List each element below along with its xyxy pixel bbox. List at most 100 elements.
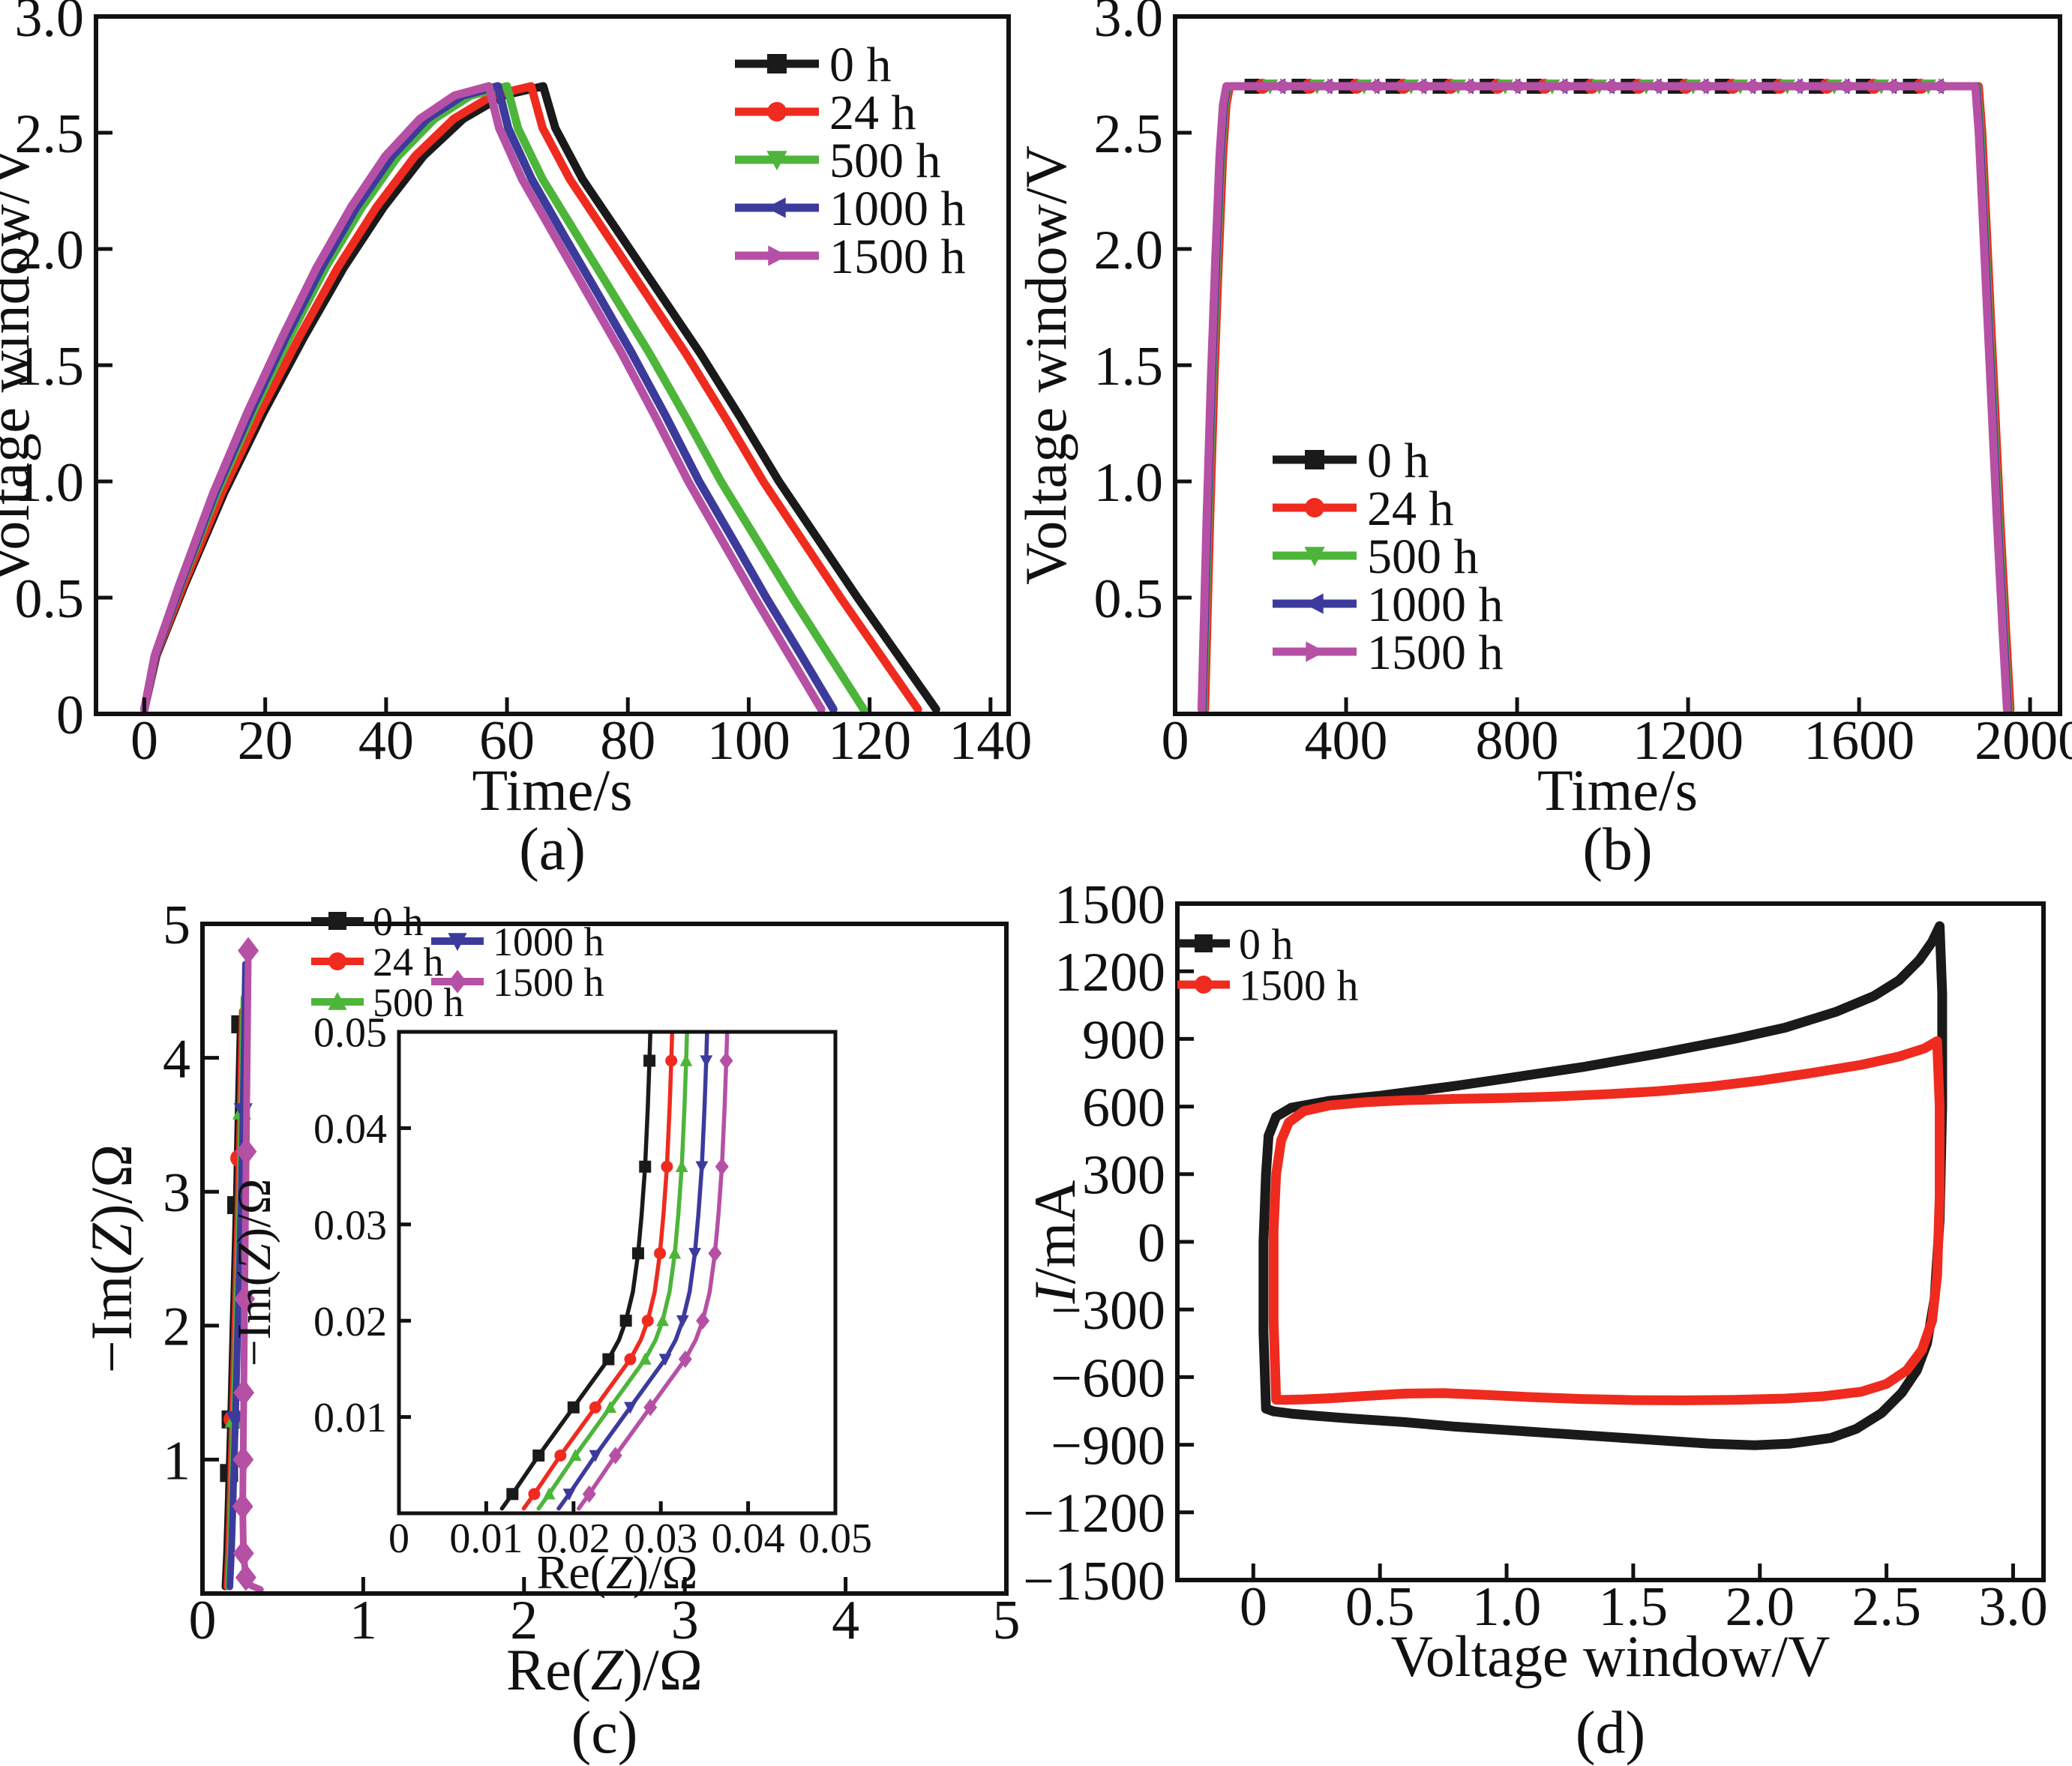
marker-tri-right (1468, 78, 1484, 94)
y-tick-label: 1 (163, 1430, 190, 1492)
y-tick-label: 1200 (1054, 942, 1165, 1003)
x-axis-label: Time/s (1537, 757, 1698, 823)
marker-diamond (715, 1158, 729, 1176)
y-tick-label: 2.5 (15, 103, 85, 165)
marker-tri-down (766, 151, 787, 171)
series-a-24 h (139, 82, 922, 714)
x-tick-label: 1.5 (1599, 1576, 1669, 1638)
y-tick-label: 3 (163, 1162, 190, 1224)
x-tick-label: 60 (479, 710, 535, 772)
marker-square (602, 1353, 615, 1366)
y-tick-label: 2.0 (15, 220, 85, 281)
legend-label: 1500 h (1367, 625, 1504, 680)
y-tick-label: −1200 (1023, 1483, 1165, 1545)
x-tick-label: 100 (707, 710, 790, 772)
marker-circle (665, 1054, 678, 1067)
series-b-500 h (1199, 82, 2014, 714)
axes-box (1173, 14, 2062, 716)
y-tick-label: 2.5 (1094, 103, 1164, 165)
panel-d: 0 0.5 1.0 1.5 2.0 2.5 3.0 −1500−1200−900 −600−30… (1022, 874, 2048, 1766)
x-tick-label: 1.0 (1472, 1576, 1542, 1638)
legend-label: 24 h (1367, 481, 1454, 536)
legend-label: 1000 h (493, 919, 604, 964)
x-tick-label: 0.02 (537, 1516, 610, 1562)
x-tick-label: 2 (510, 1590, 538, 1651)
legend-label: 0 h (829, 37, 892, 92)
x-tick-label: 80 (600, 710, 655, 772)
marker-tri-right (1703, 78, 1719, 94)
marker-tri-up (668, 1246, 682, 1259)
series-a-1500 h (139, 82, 826, 714)
panel-sublabel: (c) (571, 1700, 638, 1766)
marker-diamond (708, 1244, 722, 1263)
marker-diamond (643, 1399, 658, 1417)
series-c-inset-24 h (521, 1030, 675, 1511)
x-tick-label: 0 (388, 1516, 409, 1562)
x-tick-label: 40 (358, 710, 414, 772)
panel-sublabel: (b) (1582, 817, 1652, 883)
legend-label: 500 h (829, 133, 941, 188)
axes-box (200, 922, 1009, 1596)
y-tick-label: −900 (1051, 1416, 1165, 1477)
marker-circle (554, 1449, 567, 1462)
marker-tri-up (568, 1449, 582, 1462)
legend-label: 1500 h (493, 960, 604, 1005)
series-c-inset-500 h (536, 1030, 689, 1511)
marker-tri-right (1306, 641, 1326, 662)
marker-tri-up (328, 991, 347, 1010)
x-tick-label: 0.5 (1345, 1576, 1415, 1638)
marker-tri-right (1562, 78, 1578, 94)
y-tick-label: 0 (56, 685, 84, 746)
marker-tri-left (1303, 593, 1324, 614)
x-tick-label: 1200 (1633, 710, 1744, 772)
marker-tri-down (676, 1315, 689, 1327)
marker-diamond (678, 1350, 692, 1369)
x-tick-label: 5 (993, 1590, 1021, 1651)
marker-diamond (719, 1051, 733, 1070)
legend-label: 1000 h (1367, 577, 1504, 632)
panel-sublabel: (d) (1576, 1700, 1645, 1766)
marker-diamond (235, 1138, 257, 1165)
x-tick-label: 2000 (1975, 710, 2072, 772)
marker-tri-right (1656, 78, 1672, 94)
panel-sublabel: (a) (519, 817, 586, 883)
marker-square (328, 912, 346, 930)
x-tick-label: 0.01 (449, 1516, 523, 1562)
y-tick-label: 0.5 (1094, 568, 1164, 630)
y-tick-label: 4 (163, 1029, 190, 1090)
y-tick-label: 1.0 (15, 452, 85, 514)
legend-label: 0 h (1367, 433, 1429, 488)
y-tick-label: 2 (163, 1297, 190, 1358)
y-tick-label: 0.03 (313, 1202, 387, 1249)
marker-circle (624, 1353, 637, 1366)
y-tick-label: −300 (1051, 1280, 1165, 1342)
marker-diamond (235, 1564, 256, 1591)
marker-tri-up (675, 1159, 688, 1172)
marker-circle (641, 1315, 654, 1327)
marker-tri-right (1374, 78, 1390, 94)
y-axis-label: −Im(Z)/Ω (79, 1144, 144, 1374)
x-tick-label: 0 (189, 1590, 217, 1651)
series-d-0 h (1258, 921, 1948, 1450)
marker-tri-down (448, 933, 467, 952)
marker-diamond (232, 1540, 254, 1567)
marker-square (1195, 934, 1213, 952)
marker-tri-left (766, 197, 786, 218)
marker-tri-up (638, 1352, 652, 1365)
marker-tri-down (700, 1055, 713, 1068)
marker-square (639, 1160, 652, 1173)
legend-label: 1500 h (829, 229, 966, 284)
marker-tri-up (542, 1487, 556, 1500)
marker-circle (654, 1247, 667, 1260)
x-tick-label: 0 (1162, 710, 1189, 772)
legend-label: 0 h (373, 899, 424, 944)
marker-tri-down (226, 1411, 245, 1430)
marker-circle (528, 1488, 541, 1501)
marker-square (532, 1449, 545, 1462)
marker-diamond (233, 1378, 255, 1407)
x-tick-label: 3.0 (1978, 1576, 2048, 1638)
x-axis-label: Re(Z)/Ω (506, 1637, 703, 1702)
x-tick-label: 0 (1240, 1576, 1267, 1638)
marker-tri-right (1750, 78, 1766, 94)
